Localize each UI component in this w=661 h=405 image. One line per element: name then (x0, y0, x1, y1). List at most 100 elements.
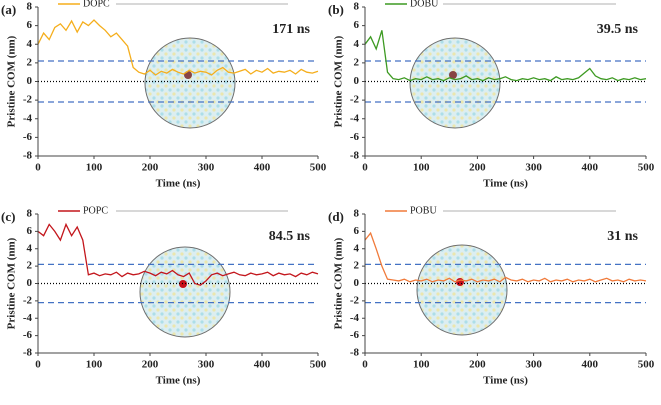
y-tick-label: 6 (27, 19, 33, 31)
x-axis-label: Time (ns) (483, 178, 528, 190)
x-axis-label: Time (ns) (156, 375, 201, 387)
y-tick-label: 6 (354, 225, 360, 237)
data-line (364, 30, 647, 82)
panel: POPC 84.5 ns -8 -6 -4 -2 0 2 4 6 8 0 100 200 300 400 500… (1, 205, 327, 386)
x-tick-label: 0 (362, 359, 368, 371)
x-tick-label: 300 (198, 359, 215, 371)
x-tick-label: 0 (362, 162, 368, 174)
y-tick-label: -8 (23, 150, 33, 162)
y-tick-label: 2 (354, 56, 360, 68)
y-tick-label: 4 (27, 242, 33, 254)
x-tick-label: 200 (142, 162, 159, 174)
y-tick-label: 2 (27, 260, 33, 272)
x-tick-label: 200 (469, 359, 486, 371)
annotation: 171 ns (272, 22, 310, 37)
x-tick-label: 500 (310, 162, 327, 174)
x-tick-label: 200 (142, 359, 159, 371)
panel: DOBU 39.5 ns -8 -6 -4 -2 0 2 4 6 8 0 100 200 300 400 500… (328, 0, 655, 190)
x-tick-label: 100 (413, 162, 430, 174)
panel-label: (c) (1, 209, 15, 224)
y-tick-label: -2 (350, 94, 360, 106)
x-tick-label: 200 (469, 162, 486, 174)
y-tick-label: 0 (27, 75, 33, 87)
panel-label: (b) (328, 2, 344, 17)
y-axis-label: Pristine COM (nm) (6, 35, 18, 127)
x-tick-label: 100 (86, 359, 103, 371)
y-axis-label: Pristine COM (nm) (333, 237, 345, 329)
y-tick-label: -8 (350, 347, 360, 359)
inset-molecule (449, 71, 457, 79)
x-tick-label: 0 (35, 359, 41, 371)
y-tick-label: 8 (354, 208, 360, 220)
y-tick-label: 4 (354, 242, 360, 254)
y-tick-label: -2 (350, 294, 360, 306)
y-tick-label: 4 (354, 38, 360, 50)
panel: POBU 31 ns -8 -6 -4 -2 0 2 4 6 8 0 100 200 300 400 500 Ti… (328, 205, 655, 386)
annotation: 39.5 ns (597, 22, 639, 37)
x-tick-label: 400 (254, 359, 271, 371)
y-tick-label: -2 (23, 294, 33, 306)
inset-snapshot (409, 37, 501, 129)
y-axis-label: Pristine COM (nm) (333, 35, 345, 127)
y-tick-label: 0 (354, 75, 360, 87)
x-tick-label: 100 (86, 162, 103, 174)
y-tick-label: 8 (354, 1, 360, 13)
y-tick-label: -4 (350, 112, 360, 124)
x-tick-label: 400 (582, 162, 599, 174)
y-tick-label: -4 (23, 112, 33, 124)
legend-label: DOPC (83, 0, 110, 9)
y-tick-label: 0 (27, 277, 33, 289)
y-tick-label: -8 (350, 150, 360, 162)
data-line (37, 19, 319, 76)
y-tick-label: 0 (354, 277, 360, 289)
x-tick-label: 0 (35, 162, 41, 174)
y-tick-label: -4 (350, 312, 360, 324)
y-tick-label: -8 (23, 347, 33, 359)
inset-molecule (456, 278, 464, 286)
y-tick-label: -6 (350, 329, 360, 341)
y-tick-label: -4 (23, 312, 33, 324)
x-tick-label: 500 (638, 162, 655, 174)
x-tick-label: 400 (254, 162, 271, 174)
y-axis-label: Pristine COM (nm) (6, 237, 18, 329)
panel: DOPC 171 ns -8 -6 -4 -2 0 2 4 6 8 0 100 200 300 400 500 T… (1, 0, 327, 190)
x-tick-label: 500 (310, 359, 327, 371)
annotation: 31 ns (607, 229, 638, 244)
panel-label: (a) (1, 2, 16, 17)
y-tick-label: -6 (23, 131, 33, 143)
inset-snapshot (139, 246, 231, 338)
annotation: 84.5 ns (269, 229, 311, 244)
y-tick-label: 6 (27, 225, 33, 237)
y-tick-label: 4 (27, 38, 33, 50)
inset-snapshot (144, 37, 236, 129)
inset-circle (416, 244, 508, 336)
x-tick-label: 300 (525, 359, 542, 371)
inset-circle (144, 37, 236, 129)
x-tick-label: 300 (198, 162, 215, 174)
data-line (364, 231, 647, 283)
y-tick-label: -2 (23, 94, 33, 106)
inset-snapshot (416, 244, 508, 336)
panel-label: (d) (328, 209, 344, 224)
x-axis-label: Time (ns) (483, 375, 528, 387)
x-tick-label: 100 (413, 359, 430, 371)
y-tick-label: 8 (27, 1, 33, 13)
y-tick-label: 2 (354, 260, 360, 272)
y-tick-label: 6 (354, 19, 360, 31)
y-tick-label: 2 (27, 56, 33, 68)
legend-label: POBU (410, 205, 437, 216)
legend-label: POPC (83, 205, 108, 216)
legend-label: DOBU (410, 0, 439, 9)
y-tick-label: -6 (23, 329, 33, 341)
y-tick-label: -6 (350, 131, 360, 143)
inset-circle (409, 37, 501, 129)
x-axis-label: Time (ns) (156, 178, 201, 190)
data-line (37, 222, 319, 286)
y-tick-label: 8 (27, 208, 33, 220)
x-tick-label: 300 (525, 162, 542, 174)
x-tick-label: 400 (582, 359, 599, 371)
x-tick-label: 500 (638, 359, 655, 371)
inset-circle (139, 246, 231, 338)
